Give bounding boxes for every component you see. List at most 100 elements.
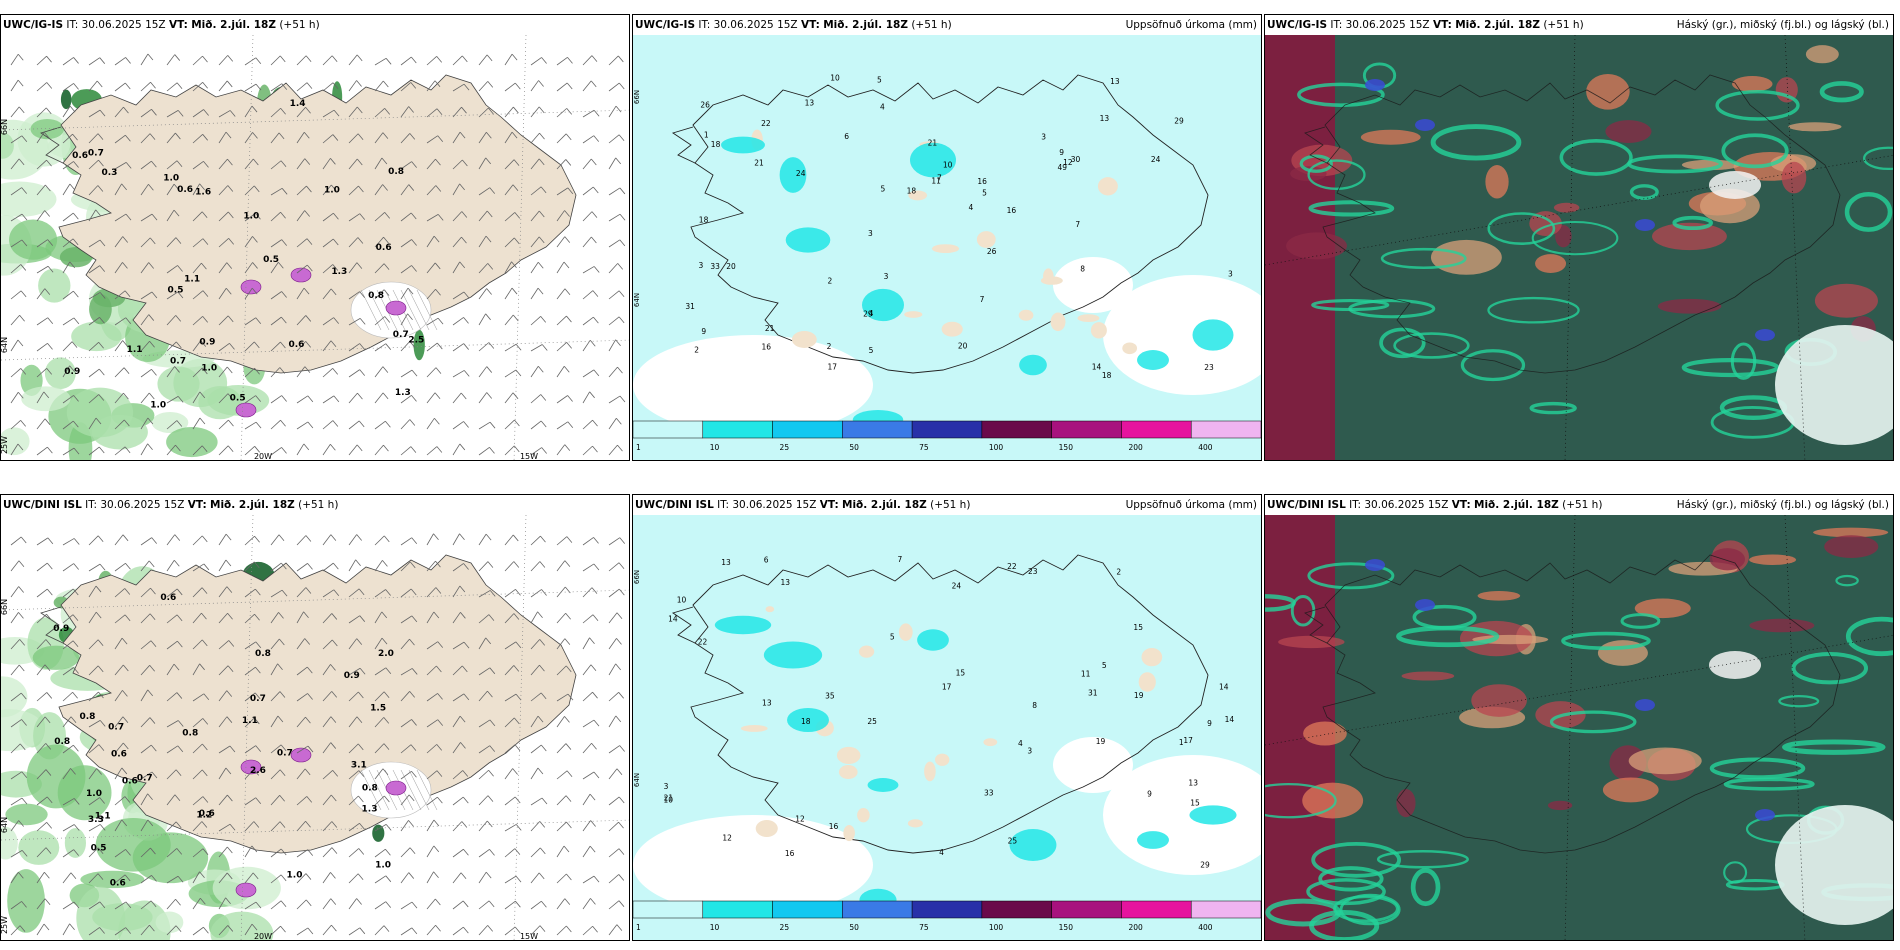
wind-barb bbox=[452, 585, 461, 598]
wind-barb-flag bbox=[253, 185, 260, 193]
wind-barb-flag bbox=[20, 692, 27, 700]
dry-patch bbox=[858, 645, 875, 658]
wind-barb bbox=[348, 80, 357, 92]
wind-barb bbox=[426, 744, 437, 754]
wind-barb-flag bbox=[463, 317, 469, 324]
low-cloud-contour bbox=[1380, 247, 1467, 269]
wind-barb-flag bbox=[99, 265, 106, 272]
wind-barb bbox=[218, 716, 228, 728]
low-cloud-contour bbox=[1844, 192, 1893, 232]
wind-barb-flag bbox=[21, 771, 28, 779]
wind-barb-flag bbox=[567, 693, 574, 701]
precip-value-label: 17 bbox=[942, 683, 952, 692]
wind-barb bbox=[322, 770, 333, 780]
wind-barb-flag bbox=[437, 641, 444, 648]
wind-barb bbox=[114, 562, 126, 572]
wind-barb-flag bbox=[228, 419, 234, 427]
precip-value-label: 26 bbox=[987, 247, 997, 256]
wind-barb bbox=[296, 535, 307, 546]
wind-barb-flag bbox=[227, 158, 233, 166]
wind-barb bbox=[36, 368, 47, 378]
wind-barb bbox=[192, 535, 203, 546]
wind-barb-flag bbox=[123, 106, 129, 114]
wind-barb bbox=[530, 186, 542, 196]
wind-barb-flag bbox=[462, 55, 468, 63]
wind-barb bbox=[270, 132, 280, 144]
wind-barb-flag bbox=[590, 158, 597, 166]
wind-barb-flag bbox=[122, 236, 129, 243]
wind-barb bbox=[270, 925, 281, 936]
wind-barb-flag bbox=[307, 745, 314, 753]
glacier-hatch bbox=[360, 769, 382, 811]
wind-barb-flag bbox=[590, 80, 597, 88]
wind-barb-flag bbox=[227, 445, 234, 453]
wind-barb bbox=[322, 716, 332, 728]
wind-barb-flag bbox=[47, 537, 54, 545]
wind-barb bbox=[36, 562, 48, 572]
wind-barb bbox=[218, 925, 229, 936]
wind-barb-flag bbox=[566, 108, 573, 115]
precip-value-label: 1.3 bbox=[395, 388, 411, 398]
wind-barb bbox=[556, 795, 567, 806]
wind-barb bbox=[244, 158, 254, 170]
wind-barb bbox=[296, 796, 308, 806]
wind-barb bbox=[426, 418, 435, 430]
wind-barb-flag bbox=[252, 236, 258, 243]
mid-cloud-patch bbox=[1415, 599, 1435, 611]
wind-barb bbox=[582, 55, 593, 66]
wind-barb-flag bbox=[280, 848, 287, 856]
wind-barb-flag bbox=[124, 614, 131, 622]
precip-value-label: 1.2 bbox=[196, 810, 212, 820]
wind-barb bbox=[582, 845, 591, 858]
wind-barb bbox=[166, 315, 177, 326]
wind-barb bbox=[140, 213, 153, 222]
wind-barb-flag bbox=[307, 693, 313, 700]
precip-value-label: 7 bbox=[980, 295, 985, 304]
wind-barb-flag bbox=[21, 719, 27, 726]
wind-barb bbox=[348, 691, 359, 702]
wind-barb bbox=[400, 668, 413, 676]
wind-barb bbox=[166, 925, 177, 936]
wind-barb-flag bbox=[203, 161, 209, 168]
no-precip-area bbox=[1053, 257, 1133, 313]
wind-barb-flag bbox=[147, 53, 154, 61]
wind-barb bbox=[348, 848, 360, 858]
wind-barb bbox=[270, 900, 282, 910]
precip-value-label: 2 bbox=[1116, 567, 1121, 576]
wind-barb bbox=[322, 368, 333, 378]
wind-barb bbox=[140, 875, 152, 884]
wind-barb bbox=[348, 237, 359, 248]
wind-barb bbox=[400, 161, 412, 170]
wind-barb bbox=[244, 821, 255, 832]
wind-barb bbox=[296, 55, 307, 66]
wind-barb-flag bbox=[46, 368, 53, 375]
precip-map-panel-bottom: UWC/DINI ISL IT: 30.06.2025 15Z VT: Mið.… bbox=[632, 494, 1262, 941]
wind-barb-flag bbox=[541, 900, 547, 908]
precip-value-label: 0.6 bbox=[160, 593, 176, 603]
wind-barb bbox=[62, 824, 75, 832]
wind-barb-flag bbox=[615, 157, 622, 165]
precip-value-label: 5 bbox=[880, 184, 885, 193]
wind-barb-flag bbox=[227, 315, 234, 323]
wind-barb-flag bbox=[359, 291, 365, 298]
wind-barb bbox=[296, 873, 307, 884]
precip-value-label: 22 bbox=[1007, 562, 1017, 571]
precip-value-label: 0.6 bbox=[376, 243, 392, 253]
colorbar-tick: 75 bbox=[919, 443, 929, 452]
wind-barb bbox=[400, 446, 412, 456]
low-cloud-contour bbox=[1265, 898, 1342, 927]
wind-barb-flag bbox=[280, 341, 286, 349]
precip-value-label: 0.5 bbox=[230, 393, 246, 403]
wind-barb bbox=[36, 847, 47, 858]
precip-value-label: 6 bbox=[844, 132, 849, 141]
wind-barb-flag bbox=[383, 691, 390, 698]
colorbar-tick: 100 bbox=[989, 443, 1004, 452]
wind-barb bbox=[270, 419, 281, 430]
wind-barb-flag bbox=[591, 742, 597, 750]
wind-barb-flag bbox=[99, 109, 106, 117]
precip-value-label: 17 bbox=[1183, 736, 1193, 745]
wind-barb bbox=[296, 132, 305, 144]
wind-barb-flag bbox=[564, 638, 571, 645]
wind-barb-flag bbox=[589, 637, 595, 645]
precip-value-label: 0.6 bbox=[122, 776, 138, 786]
